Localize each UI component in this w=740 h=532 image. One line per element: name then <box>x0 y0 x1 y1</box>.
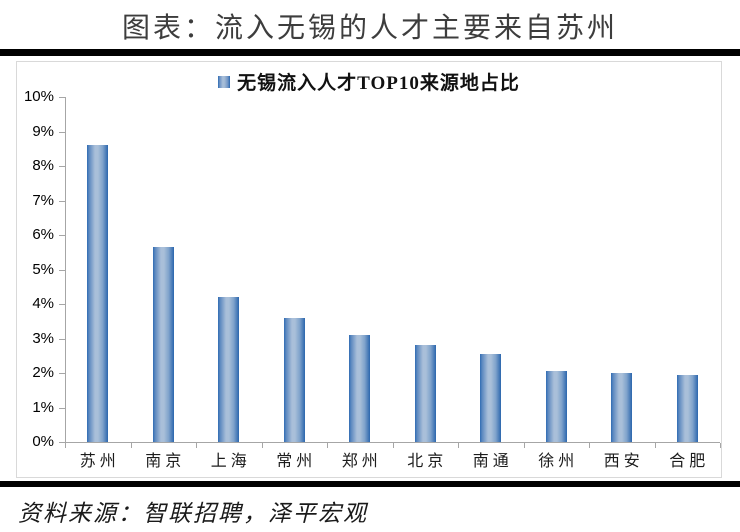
bar-合肥 <box>676 374 698 442</box>
legend-label: 无锡流入人才TOP10来源地占比 <box>237 73 520 94</box>
source-attribution: 资料来源：智联招聘，泽平宏观 <box>18 501 368 526</box>
y-axis-tick <box>59 407 65 409</box>
y-axis-tick-label: 10% <box>23 88 54 105</box>
bar-苏州 <box>87 145 109 442</box>
legend-marker-icon <box>218 75 231 88</box>
x-axis-tick <box>523 443 525 448</box>
x-axis-label-郑州: 郑州 <box>341 453 382 470</box>
x-axis-label-徐州: 徐州 <box>538 453 579 470</box>
bar-南通 <box>480 354 502 442</box>
x-axis-tick <box>654 443 656 448</box>
bar-郑州 <box>349 335 371 442</box>
top-divider-rule <box>0 49 740 56</box>
y-axis-tick <box>59 269 65 271</box>
x-axis-label-西安: 西安 <box>603 453 644 470</box>
y-axis-tick <box>59 304 65 305</box>
y-axis-tick-label: 2% <box>32 364 54 381</box>
x-axis-line <box>65 442 720 443</box>
bar-chart-plot-area: 0% 1% 2% 3% 4% 5% 6% 7% 8% 9% 10% 苏州 南京 上海 常州 郑州 北京 南通 徐州 西… <box>17 62 723 479</box>
x-axis-label-常州: 常州 <box>276 453 317 470</box>
bar-西安 <box>611 373 633 442</box>
bar-徐州 <box>545 371 567 442</box>
bar-上海 <box>218 297 240 442</box>
y-axis-tick-label: 8% <box>32 157 54 174</box>
chart-panel: 无锡流入人才TOP10来源地占比 0% 1% 2% 3% 4% 5% 6% 7% 8% 9% 10%… <box>16 61 722 478</box>
x-axis-tick <box>196 443 197 448</box>
y-axis-tick-label: 6% <box>32 226 54 243</box>
chart-legend: 无锡流入人才TOP10来源地占比 <box>17 68 721 95</box>
y-axis-tick <box>59 200 65 202</box>
y-axis-tick-label: 1% <box>32 398 54 416</box>
x-axis-tick <box>392 443 394 448</box>
y-axis-line <box>65 97 66 442</box>
y-axis-tick-label: 5% <box>32 260 54 278</box>
bottom-divider-rule <box>0 481 740 487</box>
x-axis-label-苏州: 苏州 <box>79 453 120 470</box>
x-axis-label-合肥: 合肥 <box>669 453 710 470</box>
x-axis-tick <box>130 443 132 448</box>
y-axis-tick <box>59 338 65 340</box>
bar-常州 <box>283 317 305 442</box>
page-title: 图表：流入无锡的人才主要来自苏州 <box>121 13 618 44</box>
x-axis-tick <box>327 443 328 448</box>
x-axis-label-南通: 南通 <box>472 453 513 470</box>
y-axis-tick <box>59 373 65 374</box>
x-axis-tick <box>65 443 66 448</box>
x-axis-label-南京: 南京 <box>145 453 186 470</box>
x-axis-label-上海: 上海 <box>210 453 251 470</box>
x-axis-tick <box>261 443 263 448</box>
y-axis-tick-label: 4% <box>32 295 54 312</box>
x-axis-tick <box>589 443 590 448</box>
y-axis-tick-label: 7% <box>32 191 54 209</box>
y-axis-tick-label: 9% <box>32 122 54 140</box>
y-axis-tick-label: 3% <box>32 329 54 347</box>
y-axis-tick-label: 0% <box>32 433 54 450</box>
x-axis-label-北京: 北京 <box>407 453 448 470</box>
bar-南京 <box>152 247 174 442</box>
y-axis-tick <box>59 235 65 236</box>
bar-北京 <box>414 345 436 442</box>
y-axis-tick <box>59 442 65 443</box>
y-axis-tick <box>59 166 65 167</box>
x-axis-tick <box>458 443 459 448</box>
x-axis-tick <box>720 443 721 448</box>
y-axis-tick <box>59 131 65 133</box>
y-axis-tick <box>59 97 65 98</box>
